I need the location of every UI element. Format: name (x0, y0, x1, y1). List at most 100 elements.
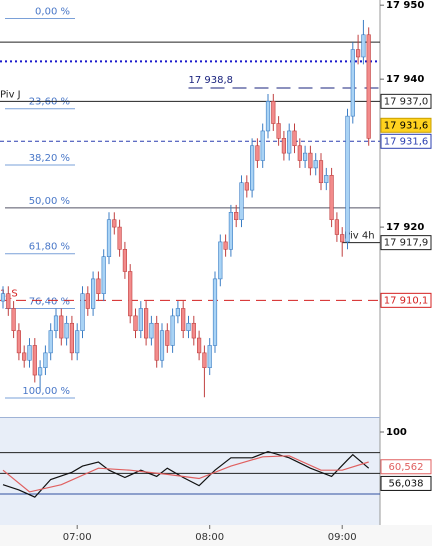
candle-body (223, 241, 228, 250)
price-box (380, 235, 432, 251)
indicator-label: 60,562 (389, 462, 424, 473)
price-panel (0, 0, 380, 417)
candle-body (244, 182, 249, 191)
y-tick-label: 100 (386, 427, 407, 438)
candle-body (144, 308, 149, 339)
candle-body (128, 271, 133, 317)
candle-body (345, 115, 350, 243)
candle-body (340, 234, 345, 243)
time-axis (0, 525, 432, 546)
price-box-label: 17 917,9 (384, 238, 429, 249)
candle-body (122, 248, 127, 272)
candle-body (250, 145, 255, 191)
candle-body (186, 322, 191, 331)
candle-body (154, 322, 159, 361)
candle-body (165, 330, 170, 346)
line-annotation: Piv J (0, 89, 21, 100)
candle-body (27, 345, 32, 361)
candle-body (106, 219, 112, 257)
candle-body (133, 315, 138, 331)
y-tick-label: 17 950 (386, 0, 424, 11)
candle-body (22, 352, 27, 361)
candle-body (191, 322, 196, 339)
candle-body (138, 308, 143, 331)
candle-body (96, 278, 101, 294)
x-tick-label: 09:00 (328, 532, 357, 543)
candle-body (271, 101, 276, 124)
candle-body (197, 337, 202, 354)
candle-body (43, 352, 48, 368)
fib-label: 61,80 % (29, 242, 70, 253)
candle-body (6, 293, 11, 309)
price-box (380, 292, 432, 308)
indicator-box (380, 459, 432, 475)
indicator-box (380, 475, 432, 491)
x-tick-label: 08:00 (195, 532, 224, 543)
candle-body (175, 308, 181, 317)
indicator-line (2, 450, 370, 498)
candle-body (202, 352, 207, 368)
price-box-label: 17 931,6 (384, 136, 429, 147)
candle-body (234, 212, 239, 221)
candle-body (324, 175, 329, 184)
candle-body (297, 145, 302, 161)
candle-body (0, 293, 6, 302)
fib-label: 100,00 % (22, 386, 70, 397)
candle-body (260, 130, 265, 161)
candle-body (117, 226, 122, 250)
candle-body (334, 219, 340, 235)
price-box (380, 133, 432, 149)
candle-body (101, 256, 106, 294)
candle-body (48, 330, 53, 354)
candle-body (292, 130, 297, 147)
candle-body (239, 182, 244, 221)
candle-body (265, 101, 271, 132)
candle-body (53, 315, 59, 331)
candle-body (207, 345, 212, 368)
x-tick-label: 07:00 (63, 532, 92, 543)
fib-label: 0,00 % (35, 6, 70, 17)
fib-label: 76,40 % (29, 296, 70, 307)
last-price-label: 17 931,6 (384, 120, 429, 131)
candle-body (366, 34, 371, 139)
indicator-panel (0, 418, 380, 525)
fib-label: 50,00 % (29, 196, 70, 207)
candle-body (159, 330, 165, 361)
candle-body (59, 315, 64, 339)
price-box-label: 17 910,1 (384, 295, 429, 306)
candle-body (302, 152, 308, 161)
line-annotation: Piv 4h (344, 231, 374, 242)
candle-body (355, 49, 361, 58)
candle-body (218, 241, 223, 280)
fib-label: 38,20 % (29, 153, 70, 164)
candle-body (75, 330, 80, 354)
candle-body (80, 293, 85, 331)
fib-label: 23,60 % (29, 97, 70, 108)
y-tick-label: 17 940 (386, 74, 424, 85)
candle-body (308, 152, 313, 169)
candle-body (281, 138, 287, 154)
indicator-label: 56,038 (389, 478, 424, 489)
candle-body (329, 175, 334, 221)
price-box (380, 93, 432, 109)
candle-body (112, 219, 117, 228)
candle-body (16, 330, 22, 354)
candle-body (91, 278, 96, 309)
candle-body (69, 322, 74, 354)
candle-body (287, 130, 292, 154)
line-label: 17 938,8 (189, 75, 234, 86)
candle-body (361, 34, 366, 58)
candle-body (276, 123, 281, 139)
candle-body (11, 308, 16, 331)
candle-body (212, 278, 218, 346)
y-tick-label: 17 920 (386, 222, 424, 233)
candle-body (313, 160, 318, 169)
candle-body (350, 49, 355, 117)
candle-body (32, 345, 37, 376)
candle-body (255, 145, 260, 161)
candle-body (318, 160, 324, 184)
candle-body (37, 367, 43, 376)
price-box-label: 17 937,0 (384, 96, 429, 107)
candle-body (228, 212, 234, 250)
